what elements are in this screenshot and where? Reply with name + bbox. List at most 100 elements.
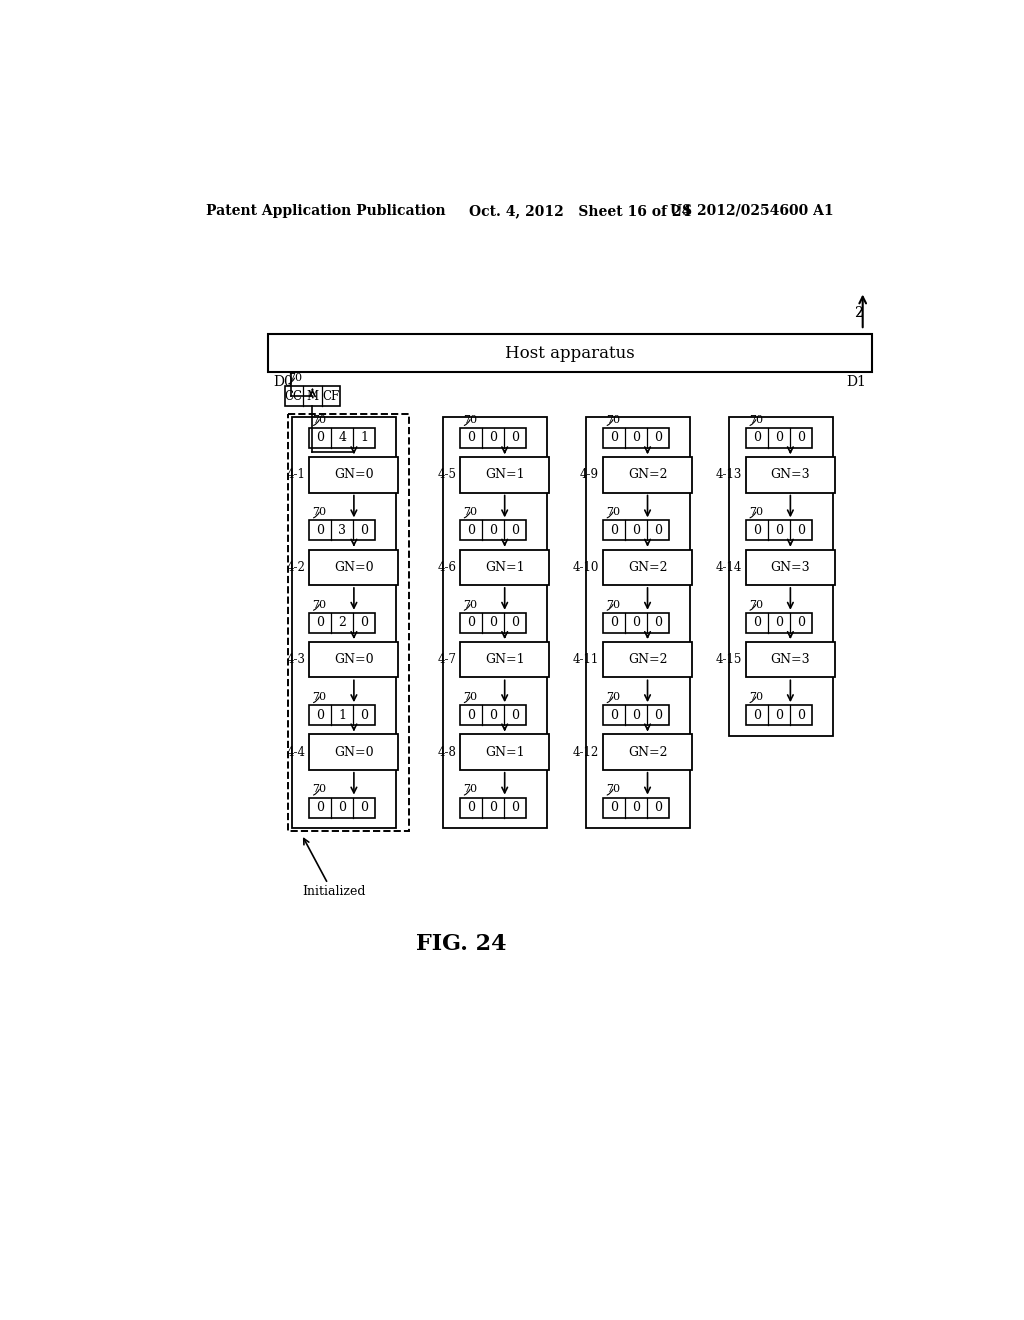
Text: GN=0: GN=0 <box>334 653 374 667</box>
Bar <box>729 417 833 737</box>
Bar <box>603 705 669 725</box>
Text: 2: 2 <box>338 616 346 630</box>
Text: 0: 0 <box>654 616 662 630</box>
Text: 0: 0 <box>775 432 782 445</box>
Text: 70: 70 <box>312 692 327 702</box>
Text: 70: 70 <box>749 692 763 702</box>
Bar <box>603 642 692 677</box>
Bar <box>267 334 872 372</box>
Bar <box>460 734 549 770</box>
Text: 0: 0 <box>753 616 761 630</box>
Bar <box>603 428 669 447</box>
Text: 0: 0 <box>610 709 617 722</box>
Text: 0: 0 <box>610 616 617 630</box>
Text: 4-14: 4-14 <box>716 561 742 574</box>
Text: 4-10: 4-10 <box>572 561 599 574</box>
Bar <box>443 417 547 829</box>
Text: 0: 0 <box>467 709 475 722</box>
Text: 0: 0 <box>489 524 497 537</box>
Text: GN=3: GN=3 <box>771 561 810 574</box>
Text: 70: 70 <box>606 784 621 795</box>
Text: 0: 0 <box>360 524 369 537</box>
Text: GN=1: GN=1 <box>485 653 524 667</box>
Text: FIG. 24: FIG. 24 <box>416 933 507 954</box>
Bar <box>309 428 375 447</box>
Text: 0: 0 <box>511 432 519 445</box>
Text: 0: 0 <box>753 709 761 722</box>
Bar <box>309 520 375 540</box>
Bar <box>745 612 812 632</box>
Bar <box>460 549 549 585</box>
Bar <box>460 705 526 725</box>
Text: 0: 0 <box>489 709 497 722</box>
Text: 70: 70 <box>312 507 327 517</box>
Text: 0: 0 <box>632 524 640 537</box>
Text: 0: 0 <box>511 524 519 537</box>
Text: 4-5: 4-5 <box>437 469 457 482</box>
Bar <box>288 414 410 832</box>
Bar <box>603 612 669 632</box>
Text: 70: 70 <box>606 692 621 702</box>
Bar <box>745 520 812 540</box>
Text: 0: 0 <box>360 709 369 722</box>
Text: 0: 0 <box>467 524 475 537</box>
Bar <box>745 705 812 725</box>
Text: 4-6: 4-6 <box>437 561 457 574</box>
Text: M: M <box>306 389 318 403</box>
Text: 0: 0 <box>511 709 519 722</box>
Text: 4-4: 4-4 <box>287 746 305 759</box>
Text: 70: 70 <box>463 599 477 610</box>
Bar <box>309 705 375 725</box>
Bar <box>460 428 526 447</box>
Text: 0: 0 <box>775 709 782 722</box>
Text: Oct. 4, 2012   Sheet 16 of 24: Oct. 4, 2012 Sheet 16 of 24 <box>469 203 691 218</box>
Text: GN=1: GN=1 <box>485 469 524 482</box>
Text: 0: 0 <box>797 709 805 722</box>
Text: 4-12: 4-12 <box>572 746 599 759</box>
Bar <box>603 457 692 492</box>
Text: 4: 4 <box>338 432 346 445</box>
Text: 70: 70 <box>606 414 621 425</box>
Text: GN=0: GN=0 <box>334 469 374 482</box>
Text: GN=2: GN=2 <box>628 561 668 574</box>
Text: 0: 0 <box>654 432 662 445</box>
Text: Host apparatus: Host apparatus <box>505 345 635 362</box>
Text: 0: 0 <box>797 524 805 537</box>
Text: 0: 0 <box>610 432 617 445</box>
Text: 4-3: 4-3 <box>287 653 305 667</box>
Text: 0: 0 <box>316 709 325 722</box>
Text: 4-15: 4-15 <box>716 653 742 667</box>
Bar <box>460 612 526 632</box>
Bar <box>309 734 398 770</box>
Text: 0: 0 <box>654 524 662 537</box>
Text: 4-9: 4-9 <box>580 469 599 482</box>
Text: 0: 0 <box>489 432 497 445</box>
Text: 0: 0 <box>316 432 325 445</box>
Text: GN=2: GN=2 <box>628 469 668 482</box>
Text: GN=2: GN=2 <box>628 653 668 667</box>
Text: 70: 70 <box>312 784 327 795</box>
Bar <box>603 734 692 770</box>
Bar <box>745 549 835 585</box>
Text: 4-13: 4-13 <box>716 469 742 482</box>
Bar <box>603 797 669 817</box>
Bar <box>460 520 526 540</box>
Text: 4-1: 4-1 <box>287 469 305 482</box>
Text: 3: 3 <box>338 524 346 537</box>
Text: 4-8: 4-8 <box>437 746 457 759</box>
Text: 70: 70 <box>463 692 477 702</box>
Text: 0: 0 <box>775 524 782 537</box>
Text: 0: 0 <box>489 801 497 814</box>
Bar <box>745 457 835 492</box>
Text: 0: 0 <box>467 616 475 630</box>
Text: 0: 0 <box>632 801 640 814</box>
Text: 0: 0 <box>360 616 369 630</box>
Bar <box>745 642 835 677</box>
Text: 0: 0 <box>610 524 617 537</box>
Text: 70: 70 <box>312 414 327 425</box>
Bar <box>309 797 375 817</box>
Text: 70: 70 <box>288 374 302 383</box>
Text: 0: 0 <box>654 801 662 814</box>
Text: 1: 1 <box>360 432 369 445</box>
Text: 4-11: 4-11 <box>572 653 599 667</box>
